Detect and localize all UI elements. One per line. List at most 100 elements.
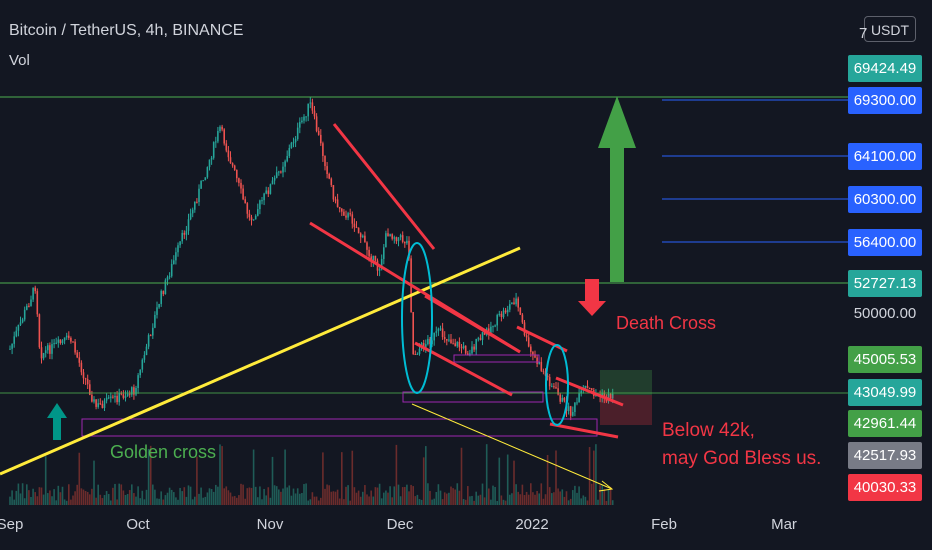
candle — [89, 384, 91, 395]
x-tick-sep: Sep — [0, 516, 24, 533]
volume-bar — [40, 487, 43, 505]
candle — [578, 393, 580, 403]
candle — [374, 255, 377, 261]
volume-bar — [349, 500, 351, 505]
candle — [244, 199, 246, 204]
candle — [437, 328, 440, 332]
volume-bar — [282, 488, 284, 505]
candle — [145, 346, 148, 356]
candle — [433, 332, 435, 341]
volume-bar — [250, 487, 253, 505]
volume-bar — [450, 486, 452, 505]
candle — [242, 188, 244, 200]
volume-bar — [17, 483, 20, 505]
candle — [99, 403, 102, 405]
volume-bar — [236, 497, 238, 505]
candle — [439, 328, 442, 330]
volume-bar — [177, 499, 179, 505]
candle — [227, 150, 230, 158]
candle — [357, 227, 360, 234]
volume-bar — [446, 493, 448, 505]
candle — [26, 305, 28, 310]
candle — [269, 184, 272, 194]
volume-bar — [149, 445, 152, 505]
chart-drawings — [0, 96, 848, 492]
candle — [9, 348, 11, 350]
volume-bar — [401, 487, 404, 505]
volume-bar — [95, 497, 97, 505]
candle — [563, 397, 566, 401]
volume-bar — [124, 494, 127, 505]
volume-bar — [580, 498, 582, 505]
candle — [343, 211, 345, 216]
volume-bar — [593, 450, 595, 505]
candle — [76, 352, 78, 358]
volume-bar — [492, 485, 494, 505]
volume-bar — [359, 496, 362, 505]
volume-bar — [389, 486, 391, 505]
volume-bar — [19, 493, 22, 505]
candle — [399, 235, 402, 238]
volume-bar — [223, 488, 225, 505]
candle — [584, 385, 587, 388]
volume-bar — [229, 492, 232, 505]
volume-bar — [93, 460, 95, 505]
candle — [278, 171, 280, 173]
currency-selector[interactable]: USDT — [864, 16, 916, 42]
volume-bar — [509, 494, 511, 505]
volume-bar — [429, 490, 431, 505]
volume-bar — [292, 488, 295, 505]
volume-bar — [460, 447, 463, 505]
candle — [139, 369, 141, 376]
candle — [135, 387, 137, 395]
red-channel-lower-4 — [549, 422, 619, 439]
volume-bar — [158, 498, 160, 505]
candle — [198, 188, 200, 203]
candle — [290, 142, 293, 148]
candle — [500, 313, 503, 318]
candle — [282, 166, 284, 173]
candle — [57, 339, 60, 343]
volume-bar — [341, 452, 343, 505]
volume-bar — [607, 489, 610, 505]
x-tick-2022: 2022 — [515, 516, 549, 533]
volume-bar — [406, 484, 408, 505]
candle — [492, 326, 494, 328]
volume-bar — [410, 484, 412, 505]
volume-bar — [164, 495, 167, 505]
price-tag-64100: 64100.00 — [848, 143, 922, 170]
volume-bar — [561, 489, 564, 505]
candle — [175, 252, 177, 261]
volume-bar — [338, 498, 341, 505]
volume-bar — [296, 488, 299, 505]
candle — [93, 399, 95, 402]
volume-bar — [521, 484, 524, 505]
candle — [328, 173, 330, 179]
volume-bar — [139, 498, 141, 505]
candle — [21, 319, 24, 323]
volume-bar — [112, 487, 114, 505]
candle — [385, 233, 387, 248]
candle — [605, 398, 608, 402]
candle — [137, 375, 139, 388]
candle — [609, 393, 612, 399]
volume-bar — [454, 489, 456, 505]
x-tick-nov: Nov — [256, 516, 284, 533]
candle — [553, 386, 555, 388]
volume-bar — [532, 492, 534, 505]
price-tag-69424: 69424.49 — [848, 55, 922, 82]
candle — [383, 247, 385, 259]
volume-bar — [194, 496, 196, 505]
x-tick-feb: Feb — [651, 516, 677, 533]
volume-bar — [334, 491, 337, 505]
candle — [47, 345, 49, 351]
candle — [122, 394, 125, 398]
volume-bar — [198, 493, 200, 505]
price-tag-60300: 60300.00 — [848, 186, 922, 213]
volume-bar — [72, 495, 74, 505]
volume-bar — [191, 499, 194, 505]
candle — [450, 339, 452, 344]
volume-bar — [336, 489, 339, 505]
candle — [206, 167, 209, 178]
